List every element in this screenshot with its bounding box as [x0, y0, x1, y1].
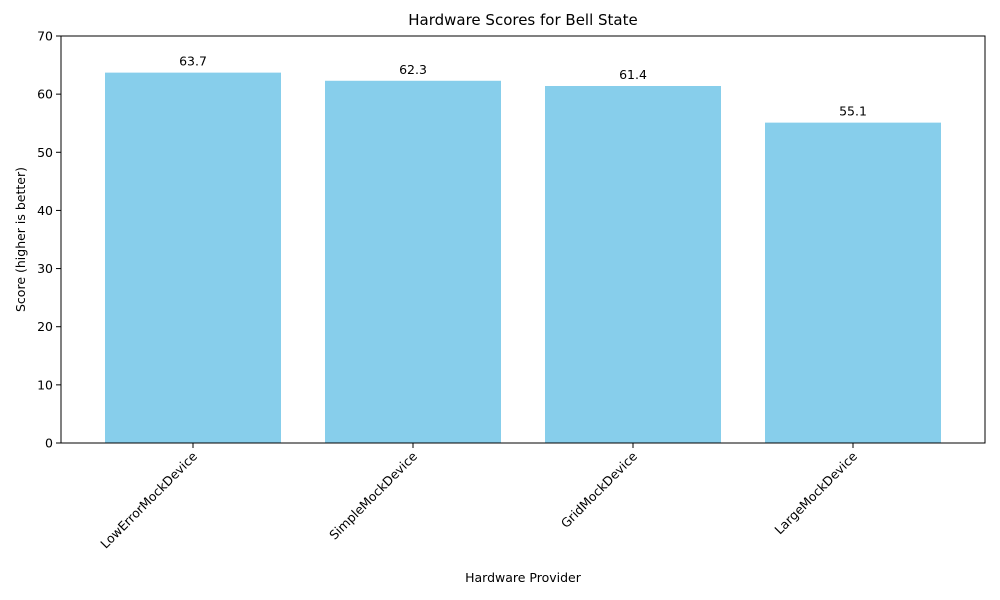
- y-tick-label: 60: [37, 87, 53, 102]
- x-tick-label: LowErrorMockDevice: [97, 448, 200, 551]
- y-axis-ticks: 0 10 20 30 40 50 60 70: [37, 29, 61, 451]
- x-tick-label: GridMockDevice: [558, 448, 641, 531]
- x-tick-label: SimpleMockDevice: [326, 448, 420, 542]
- y-tick-label: 50: [37, 145, 53, 160]
- bar-value-label: 55.1: [839, 104, 867, 119]
- bar-largemockdevice: [765, 122, 941, 443]
- bar-value-label: 61.4: [619, 67, 647, 82]
- y-tick-label: 10: [37, 377, 53, 392]
- bar-lowerrormockdevice: [105, 72, 281, 443]
- x-axis-ticks: LowErrorMockDevice SimpleMockDevice GridMo…: [97, 443, 860, 551]
- bars-group: [105, 72, 941, 444]
- bar-simplemockdevice: [325, 80, 501, 444]
- data-labels-group: 63.7 62.3 61.4 55.1: [179, 54, 867, 119]
- x-axis-label: Hardware Provider: [465, 570, 582, 585]
- plot-area-frame: [60, 35, 986, 444]
- y-tick-label: 40: [37, 203, 53, 218]
- y-tick-label: 70: [37, 29, 53, 44]
- y-tick-label: 20: [37, 319, 53, 334]
- bar-value-label: 63.7: [179, 54, 207, 69]
- y-tick-label: 30: [37, 261, 53, 276]
- bar-gridmockdevice: [545, 86, 721, 443]
- bar-value-label: 62.3: [399, 62, 427, 77]
- y-axis-label: Score (higher is better): [13, 167, 28, 312]
- y-tick-label: 0: [45, 436, 53, 451]
- x-tick-label: LargeMockDevice: [771, 448, 860, 537]
- chart-title: Hardware Scores for Bell State: [408, 11, 638, 29]
